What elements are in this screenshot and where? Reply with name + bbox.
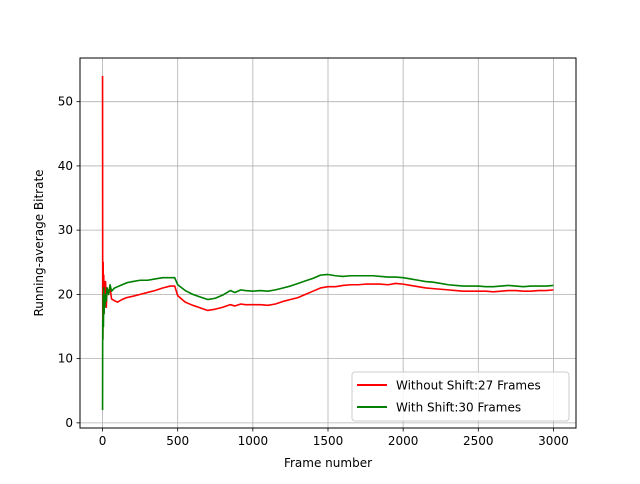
y-tick-label: 20 bbox=[58, 287, 73, 301]
y-tick-label: 40 bbox=[58, 159, 73, 173]
legend-label-without-shift: Without Shift:27 Frames bbox=[396, 379, 541, 393]
x-tick-label: 2000 bbox=[388, 434, 419, 448]
legend-label-with-shift: With Shift:30 Frames bbox=[396, 401, 521, 415]
x-tick-label: 0 bbox=[99, 434, 107, 448]
legend: Without Shift:27 Frames With Shift:30 Fr… bbox=[351, 371, 570, 422]
axis-ticks: 0 500 1000 1500 2000 2500 3000 0 10 20 30 40 50 bbox=[58, 95, 569, 448]
y-tick-label: 10 bbox=[58, 352, 73, 366]
x-tick-label: 1500 bbox=[313, 434, 344, 448]
x-tick-label: 3000 bbox=[538, 434, 569, 448]
plot-series bbox=[101, 75, 554, 411]
x-axis-label: Frame number bbox=[284, 456, 372, 470]
y-tick-label: 50 bbox=[58, 95, 73, 109]
y-axis-label: Running-average Bitrate bbox=[32, 169, 46, 316]
x-tick-label: 500 bbox=[166, 434, 189, 448]
y-tick-label: 30 bbox=[58, 223, 73, 237]
x-tick-label: 2500 bbox=[463, 434, 494, 448]
legend-box bbox=[351, 371, 570, 422]
series-line-with-shift bbox=[101, 273, 554, 411]
grid-lines bbox=[80, 58, 576, 428]
y-tick-label: 0 bbox=[65, 416, 73, 430]
x-tick-label: 1000 bbox=[238, 434, 269, 448]
